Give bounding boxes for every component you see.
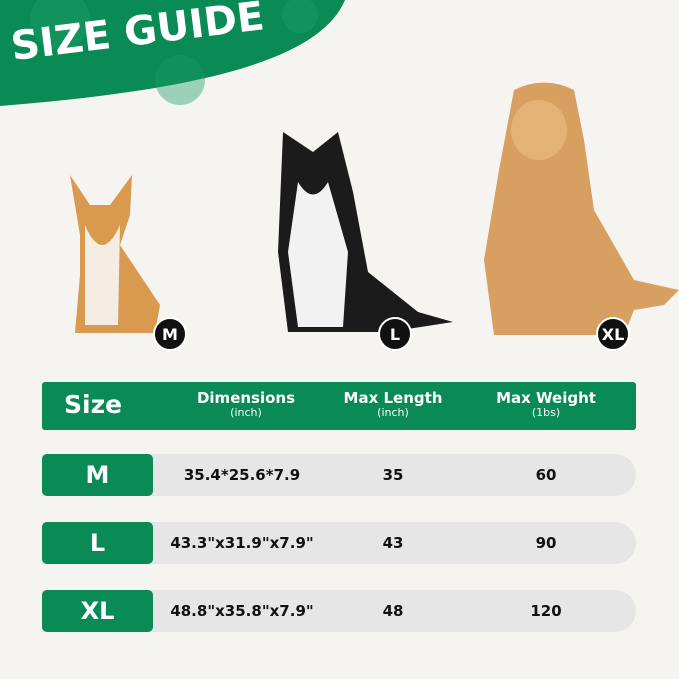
table-row: M 35.4*25.6*7.9 35 60 xyxy=(42,454,636,496)
row-size: XL xyxy=(42,590,153,632)
row-length: 48 xyxy=(382,602,404,620)
table-header: Size Dimensions (inch) Max Length (inch) M… xyxy=(42,382,636,430)
header-weight-unit: (1bs) xyxy=(531,406,561,419)
header-length-label: Max Length xyxy=(343,389,443,407)
header-size: Size xyxy=(64,390,123,419)
size-badge-m: M xyxy=(153,317,187,351)
row-dimensions: 35.4*25.6*7.9 xyxy=(183,466,301,484)
corgi-image xyxy=(70,175,160,333)
row-length: 43 xyxy=(382,534,404,552)
header-dimensions: Dimensions (inch) xyxy=(176,390,316,419)
row-size: M xyxy=(42,454,153,496)
row-weight: 120 xyxy=(530,602,562,620)
size-badge-xl: XL xyxy=(596,317,630,351)
row-dimensions: 43.3"x31.9"x7.9" xyxy=(170,534,314,552)
header-weight-label: Max Weight xyxy=(496,389,596,407)
title-banner xyxy=(0,0,345,106)
header-dimensions-unit: (inch) xyxy=(230,406,262,419)
border-collie-image xyxy=(278,132,453,332)
header-length-unit: (inch) xyxy=(377,406,409,419)
row-length: 35 xyxy=(382,466,404,484)
row-weight: 60 xyxy=(535,466,557,484)
table-row: L 43.3"x31.9"x7.9" 43 90 xyxy=(42,522,636,564)
header-weight: Max Weight (1bs) xyxy=(476,390,616,419)
row-size: L xyxy=(42,522,153,564)
header-dimensions-label: Dimensions xyxy=(196,389,296,407)
row-weight: 90 xyxy=(535,534,557,552)
header-length: Max Length (inch) xyxy=(323,390,463,419)
table-row: XL 48.8"x35.8"x7.9" 48 120 xyxy=(42,590,636,632)
golden-retriever-image xyxy=(484,82,679,335)
row-dimensions: 48.8"x35.8"x7.9" xyxy=(170,602,314,620)
size-badge-l: L xyxy=(378,317,412,351)
